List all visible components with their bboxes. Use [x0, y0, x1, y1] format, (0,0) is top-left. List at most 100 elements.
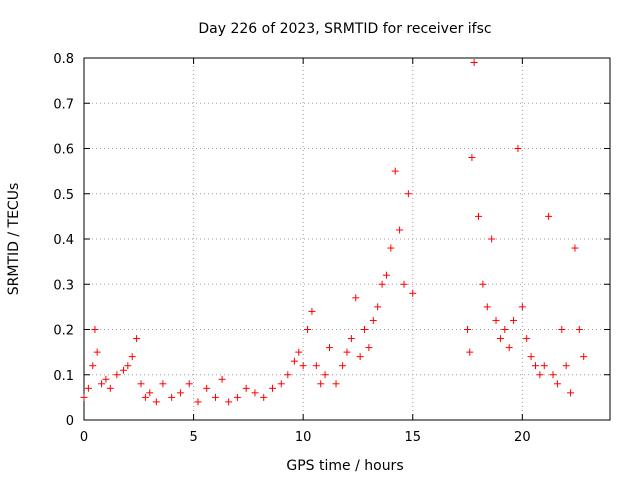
- data-point: [133, 335, 141, 343]
- data-point: [562, 362, 570, 370]
- data-point: [492, 316, 500, 324]
- y-tick-label: 0.4: [53, 233, 74, 248]
- data-point: [91, 326, 99, 333]
- data-point: [369, 316, 377, 324]
- data-point: [308, 307, 316, 315]
- data-point: [501, 326, 509, 333]
- data-point: [387, 244, 395, 252]
- data-point: [483, 303, 491, 311]
- data-point: [290, 357, 298, 365]
- x-tick-label: 15: [404, 430, 421, 445]
- y-tick-label: 0.1: [53, 369, 74, 384]
- data-point: [470, 59, 478, 67]
- data-point: [540, 362, 548, 370]
- data-point: [391, 167, 399, 175]
- data-series: [80, 59, 588, 406]
- y-tick-label: 0.2: [53, 324, 74, 339]
- data-point: [479, 280, 487, 288]
- data-point: [218, 375, 226, 383]
- chart-title: Day 226 of 2023, SRMTID for receiver ifs…: [198, 21, 491, 37]
- data-point: [549, 371, 557, 379]
- data-point: [580, 353, 588, 361]
- data-point: [260, 393, 268, 401]
- data-point: [146, 389, 154, 397]
- data-point: [106, 384, 114, 392]
- data-point: [400, 280, 408, 288]
- data-point: [488, 235, 496, 243]
- y-axis-label: SRMTID / TECUs: [6, 183, 22, 296]
- y-tick-label: 0.6: [53, 143, 74, 158]
- y-tick-label: 0.5: [53, 188, 74, 203]
- x-axis-label: GPS time / hours: [286, 458, 403, 474]
- data-point: [523, 335, 531, 343]
- data-point: [128, 353, 136, 361]
- data-point: [225, 398, 233, 406]
- data-point: [113, 371, 121, 379]
- grid: [84, 58, 610, 420]
- data-point: [510, 316, 518, 324]
- data-point: [527, 353, 535, 361]
- data-point: [242, 384, 250, 392]
- data-point: [343, 348, 351, 356]
- data-point: [312, 362, 320, 370]
- data-point: [80, 393, 88, 401]
- data-point: [277, 380, 285, 388]
- data-point: [409, 289, 417, 297]
- y-axis: 0 0.1 0.2 0.3 0.4 0.5 0.6 0.7 0.8: [53, 52, 610, 429]
- data-point: [295, 348, 303, 356]
- data-point: [518, 303, 526, 311]
- data-point: [365, 344, 373, 352]
- data-point: [152, 398, 160, 406]
- data-point: [339, 362, 347, 370]
- data-point: [176, 389, 184, 397]
- data-point: [168, 393, 176, 401]
- data-point: [505, 344, 513, 352]
- data-point: [567, 389, 575, 397]
- data-point: [159, 380, 167, 388]
- data-point: [203, 384, 211, 392]
- data-point: [185, 380, 193, 388]
- data-point: [475, 212, 482, 220]
- data-point: [102, 375, 110, 383]
- data-point: [194, 398, 202, 406]
- data-point: [304, 326, 312, 333]
- data-point: [119, 366, 127, 374]
- data-point: [321, 371, 329, 379]
- data-point: [299, 362, 307, 370]
- plot-frame: [83, 57, 611, 421]
- data-point: [464, 326, 472, 333]
- data-point: [137, 380, 145, 388]
- data-point: [378, 280, 386, 288]
- y-tick-label: 0.7: [53, 97, 74, 112]
- x-axis: 0 5 10 15 20: [80, 58, 531, 445]
- data-point: [332, 380, 340, 388]
- y-tick-label: 0.8: [53, 52, 74, 67]
- data-point: [233, 393, 241, 401]
- data-point: [382, 271, 390, 279]
- data-point: [536, 371, 544, 379]
- data-point: [396, 226, 404, 234]
- data-point: [571, 244, 579, 252]
- data-point: [361, 326, 369, 333]
- data-point: [374, 303, 382, 311]
- data-point: [268, 384, 276, 392]
- data-point: [84, 384, 92, 392]
- data-point: [575, 326, 583, 333]
- data-point: [98, 380, 106, 388]
- data-point: [93, 348, 101, 356]
- data-point: [251, 389, 259, 397]
- data-point: [347, 335, 355, 343]
- data-point: [466, 348, 474, 356]
- data-point: [284, 371, 292, 379]
- data-point: [496, 335, 504, 343]
- data-point: [531, 362, 539, 370]
- data-point: [124, 362, 132, 370]
- data-point: [212, 393, 219, 401]
- x-tick-label: 5: [189, 430, 197, 445]
- data-point: [468, 154, 476, 162]
- data-point: [141, 393, 149, 401]
- data-point: [325, 344, 333, 352]
- data-point: [89, 362, 97, 370]
- data-point: [352, 294, 360, 302]
